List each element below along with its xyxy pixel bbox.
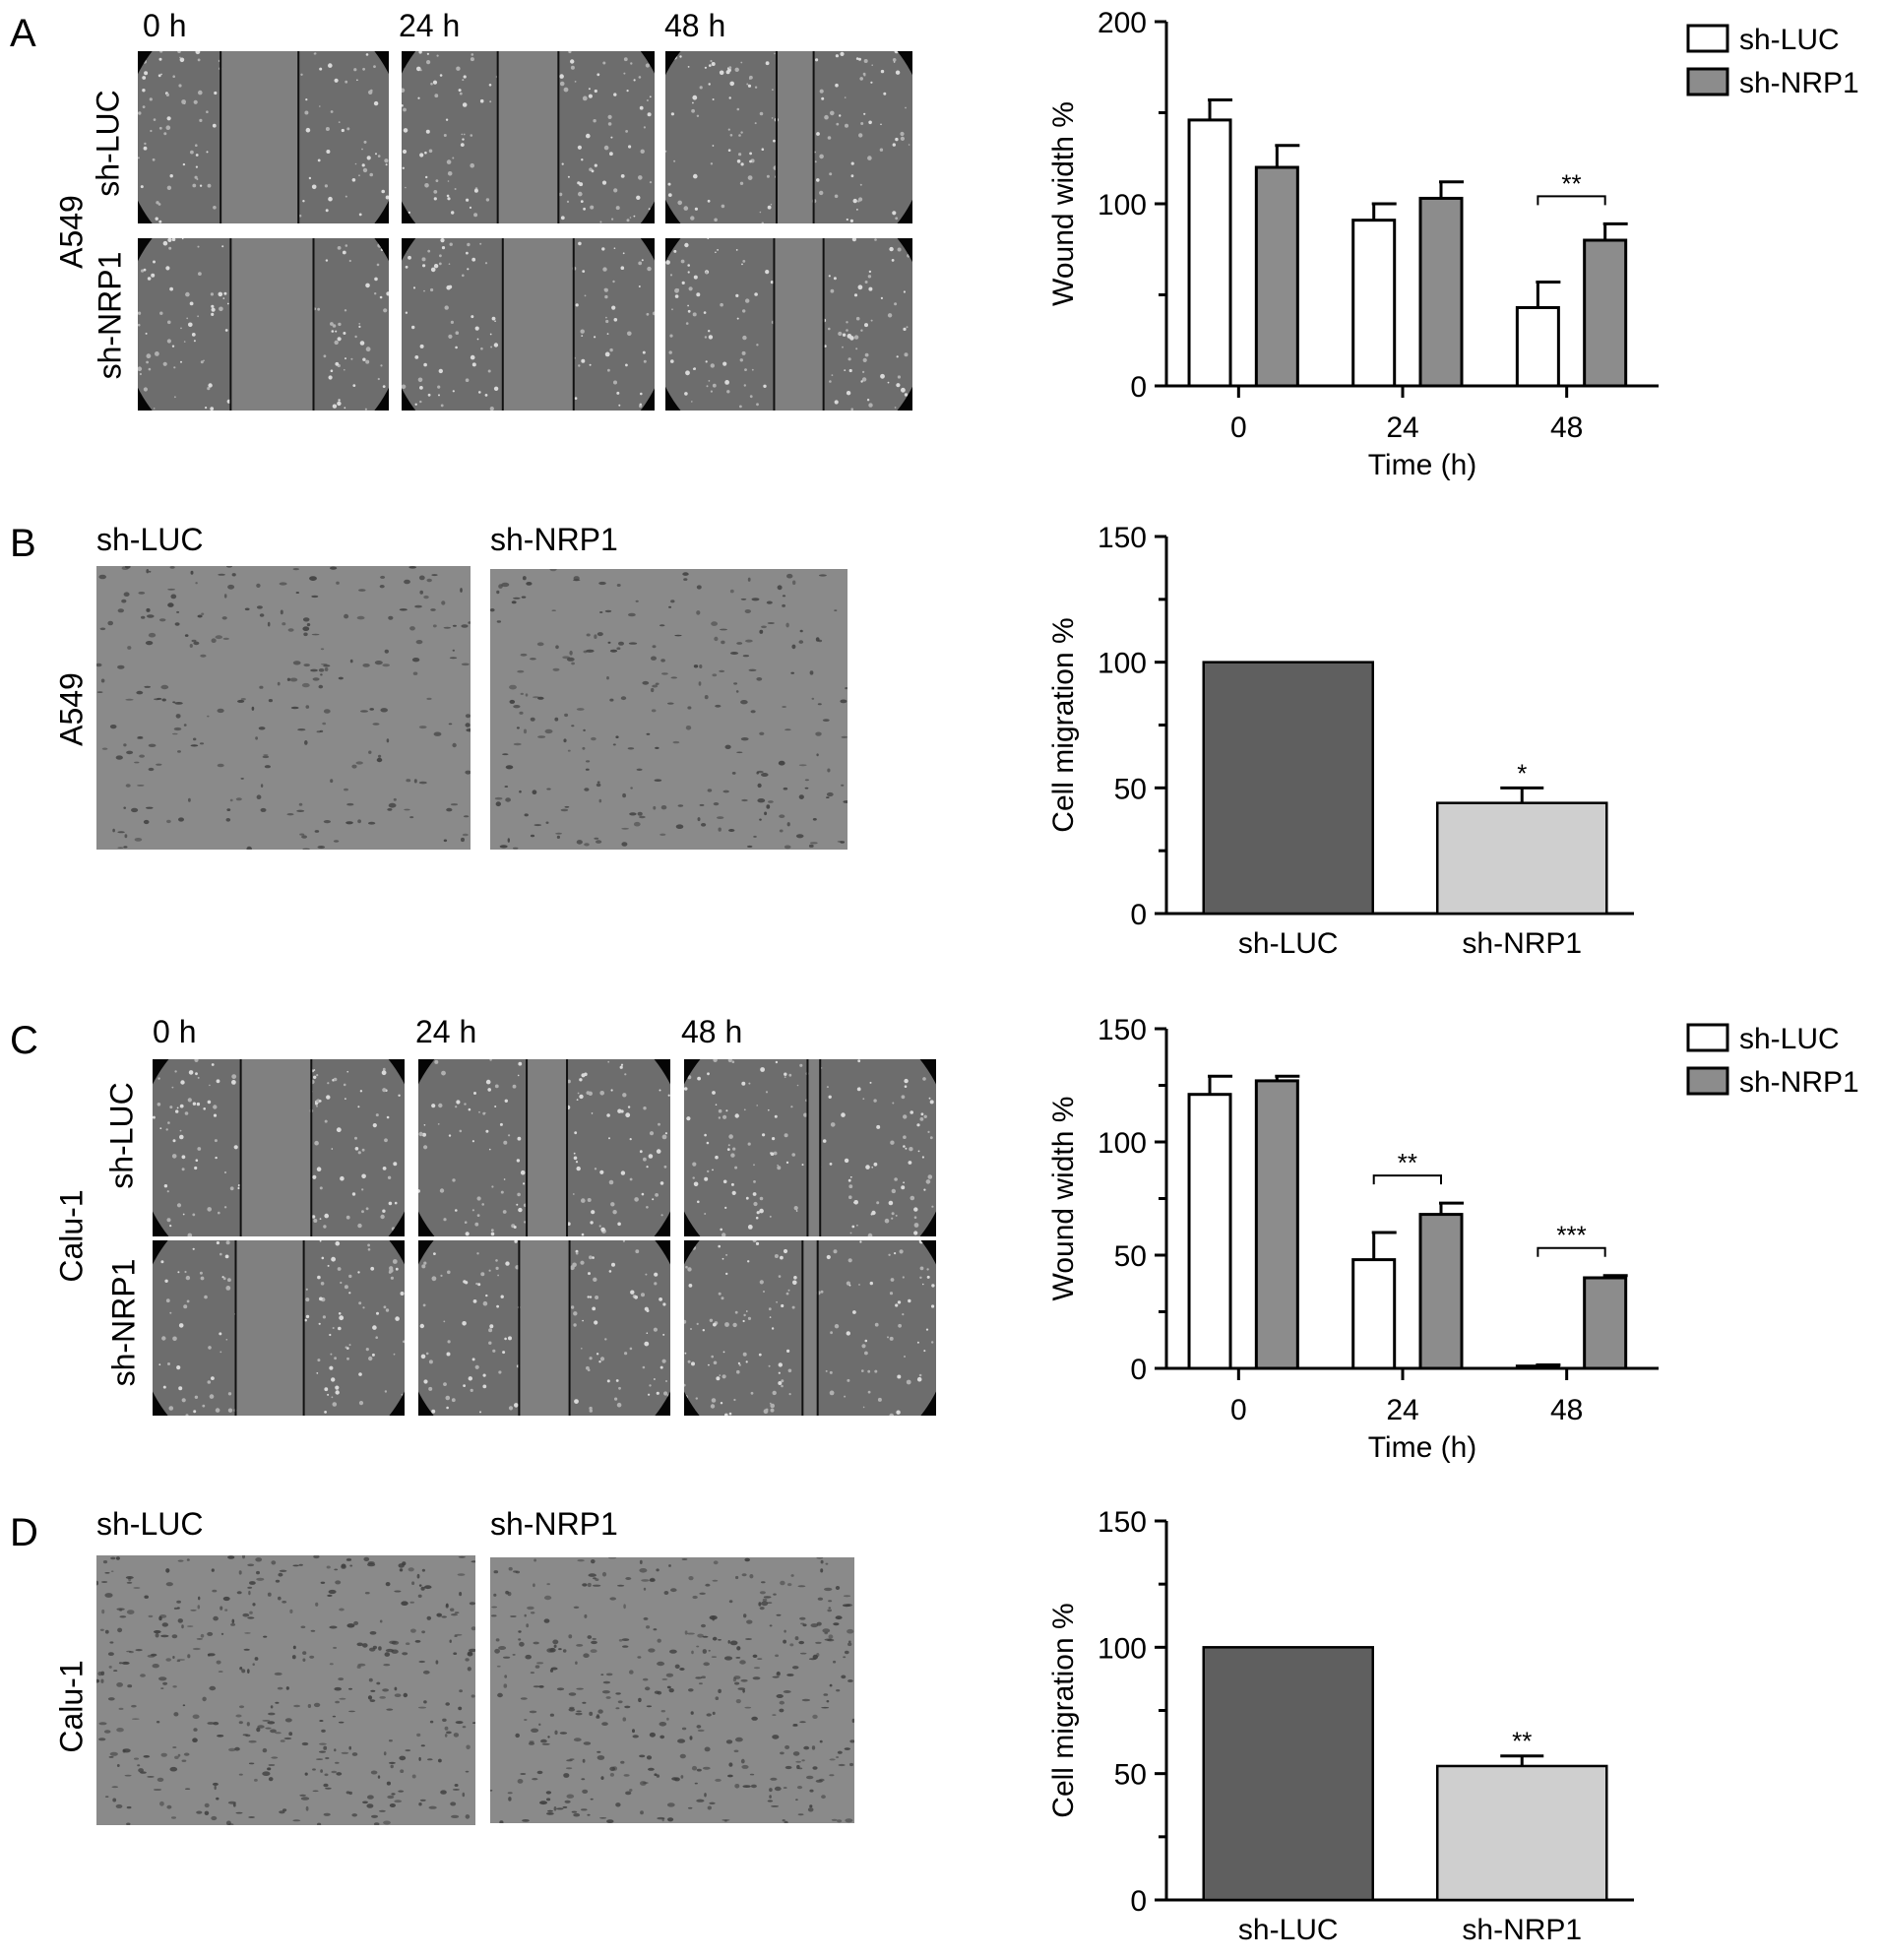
- legend-label-c-sh-nrp1: sh-NRP1: [1739, 1066, 1859, 1099]
- y-tick-label-c: 50: [1114, 1240, 1147, 1273]
- panel-letter-c: C: [10, 1019, 38, 1062]
- y-tick-label-a: 100: [1098, 189, 1147, 221]
- wound-image-a-luc-0h: [138, 51, 389, 223]
- bar-a-sh-luc-0: [1187, 118, 1232, 388]
- y-tick-label-b: 100: [1098, 648, 1147, 680]
- y-axis-label-a: Wound width %: [1047, 101, 1080, 306]
- legend-swatch-c-sh-luc: [1686, 1023, 1729, 1052]
- wound-image-a-luc-48h: [665, 51, 912, 223]
- y-tick-label-c: 0: [1130, 1354, 1147, 1386]
- transwell-image-b-sh-luc: [96, 566, 471, 850]
- y-axis-label-c: Wound width %: [1047, 1097, 1080, 1301]
- wound-image-c-nrp1-48h: [684, 1240, 936, 1416]
- wound-image-a-nrp1-0h: [138, 238, 389, 411]
- y-tick-label-d: 50: [1114, 1759, 1147, 1792]
- wound-image-c-nrp1-0h: [153, 1240, 405, 1416]
- bar-c-sh-nrp1-0: [1254, 1079, 1299, 1370]
- x-axis-label-c: Time (h): [1368, 1431, 1477, 1464]
- significance-bracket-a: [1537, 195, 1606, 206]
- wound-image-c-luc-48h: [684, 1059, 936, 1236]
- wound-image-c-luc-24h: [418, 1059, 670, 1236]
- bar-d-sh-nrp1: [1436, 1764, 1608, 1902]
- significance-label-c: ***: [1556, 1221, 1586, 1250]
- panel-letter-d: D: [10, 1511, 38, 1554]
- wound-image-a-luc-24h: [402, 51, 655, 223]
- wound-image-c-luc-0h: [153, 1059, 405, 1236]
- bar-a-sh-nrp1-48: [1583, 238, 1628, 388]
- x-tick-label-c: 24: [1386, 1394, 1418, 1426]
- time-label-c-48h: 48 h: [681, 1014, 743, 1049]
- y-axis-label-b: Cell migration %: [1047, 617, 1080, 832]
- bar-a-sh-nrp1-0: [1254, 165, 1299, 388]
- significance-label-b: *: [1517, 758, 1527, 788]
- significance-bracket-c: [1537, 1246, 1606, 1257]
- time-label-c-0h: 0 h: [153, 1014, 197, 1049]
- significance-label-d: **: [1512, 1727, 1532, 1756]
- x-tick-label-d: sh-NRP1: [1462, 1914, 1582, 1946]
- transwell-image-b-sh-nrp1: [490, 569, 847, 850]
- bar-b-sh-nrp1: [1436, 801, 1608, 916]
- bar-a-sh-luc-24: [1351, 219, 1397, 388]
- col-label-b-sh-nrp1: sh-NRP1: [490, 522, 618, 557]
- legend-swatch-c-sh-nrp1: [1686, 1066, 1729, 1096]
- time-label-a-24h: 24 h: [399, 8, 461, 43]
- time-label-a-48h: 48 h: [664, 8, 726, 43]
- y-axis-label-d: Cell migration %: [1047, 1603, 1080, 1817]
- x-tick-label-b: sh-LUC: [1238, 927, 1339, 960]
- time-label-a-0h: 0 h: [143, 8, 187, 43]
- transwell-image-d-sh-luc: [96, 1555, 475, 1825]
- transwell-image-d-sh-nrp1: [490, 1557, 854, 1823]
- wound-image-c-nrp1-24h: [418, 1240, 670, 1416]
- y-tick-label-c: 100: [1098, 1127, 1147, 1160]
- wound-image-a-nrp1-24h: [402, 238, 655, 411]
- x-tick-label-c: 0: [1230, 1394, 1247, 1426]
- y-tick-label-c: 150: [1098, 1014, 1147, 1046]
- significance-label-a: **: [1561, 168, 1581, 198]
- legend-label-a-sh-luc: sh-LUC: [1739, 24, 1840, 56]
- bar-c-sh-nrp1-48: [1583, 1276, 1628, 1370]
- x-tick-label-c: 48: [1550, 1394, 1583, 1426]
- bar-a-sh-nrp1-24: [1418, 196, 1464, 388]
- y-tick-label-b: 150: [1098, 522, 1147, 554]
- x-tick-label-a: 24: [1386, 411, 1418, 444]
- y-tick-label-d: 100: [1098, 1632, 1147, 1665]
- panel-letter-a: A: [10, 12, 36, 55]
- x-tick-label-d: sh-LUC: [1238, 1914, 1339, 1946]
- col-label-d-sh-nrp1: sh-NRP1: [490, 1506, 618, 1542]
- legend-label-a-sh-nrp1: sh-NRP1: [1739, 67, 1859, 99]
- y-tick-label-d: 0: [1130, 1885, 1147, 1918]
- x-tick-label-a: 0: [1230, 411, 1247, 444]
- significance-bracket-c: [1372, 1174, 1442, 1185]
- x-tick-label-b: sh-NRP1: [1462, 927, 1582, 960]
- panel-letter-b: B: [10, 522, 36, 565]
- y-tick-label-b: 0: [1130, 899, 1147, 931]
- time-label-c-24h: 24 h: [415, 1014, 477, 1049]
- bar-c-sh-luc-0: [1187, 1093, 1232, 1370]
- bar-c-sh-nrp1-24: [1418, 1213, 1464, 1370]
- significance-label-c: **: [1398, 1148, 1417, 1177]
- bar-a-sh-luc-48: [1515, 305, 1560, 388]
- bar-d-sh-luc: [1202, 1646, 1374, 1902]
- legend-swatch-a-sh-nrp1: [1686, 67, 1729, 96]
- wound-image-a-nrp1-48h: [665, 238, 912, 411]
- col-label-b-sh-luc: sh-LUC: [96, 522, 204, 557]
- x-axis-label-a: Time (h): [1368, 449, 1477, 481]
- legend-swatch-a-sh-luc: [1686, 24, 1729, 53]
- y-tick-label-a: 200: [1098, 7, 1147, 39]
- bar-c-sh-luc-24: [1351, 1258, 1397, 1370]
- bar-b-sh-luc: [1202, 661, 1374, 916]
- y-tick-label-b: 50: [1114, 773, 1147, 805]
- x-tick-label-a: 48: [1550, 411, 1583, 444]
- col-label-d-sh-luc: sh-LUC: [96, 1506, 204, 1542]
- legend-label-c-sh-luc: sh-LUC: [1739, 1023, 1840, 1055]
- y-tick-label-a: 0: [1130, 371, 1147, 404]
- y-tick-label-d: 150: [1098, 1506, 1147, 1539]
